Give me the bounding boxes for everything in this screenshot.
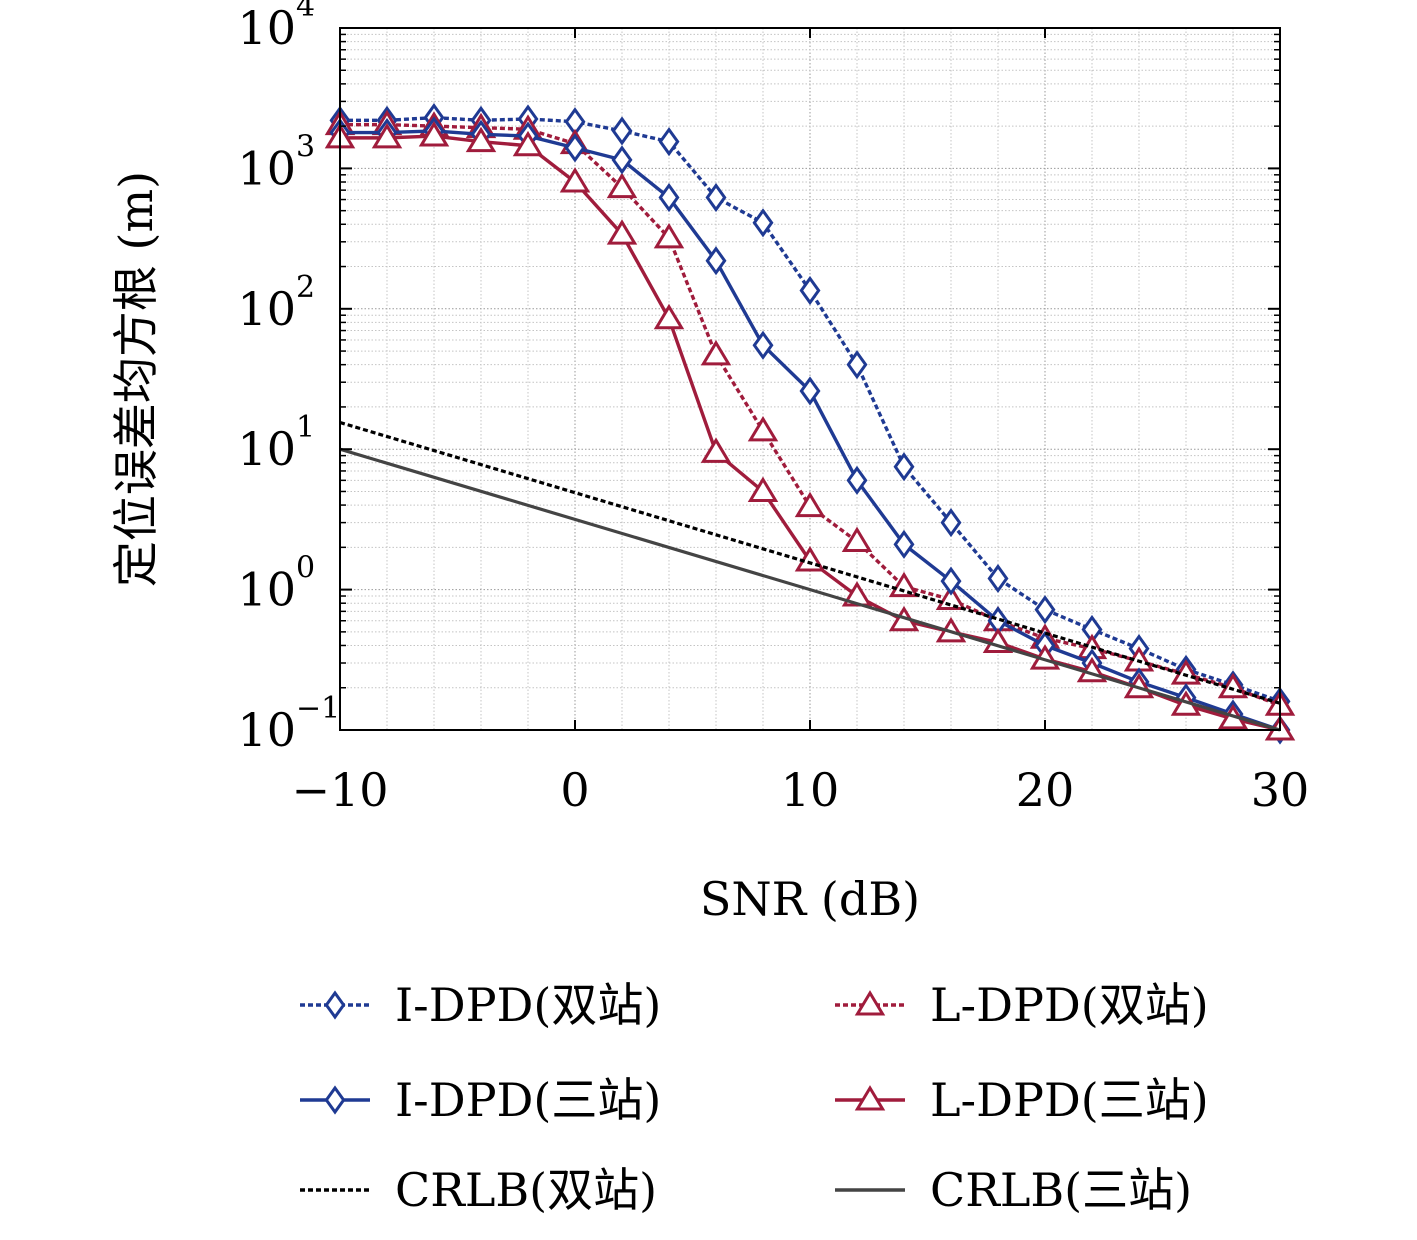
legend-marker	[854, 1085, 886, 1111]
y-tick-label: 10	[237, 703, 296, 757]
series-point	[611, 145, 633, 175]
legend-marker	[324, 1085, 346, 1115]
series-point	[747, 415, 779, 442]
series-point	[700, 339, 732, 366]
legend-entry: I-DPD(三站)	[300, 1073, 661, 1127]
series-point	[846, 465, 868, 495]
x-axis-title: SNR (dB)	[700, 872, 920, 926]
series-point	[559, 167, 591, 193]
legend-label: I-DPD(双站)	[395, 978, 661, 1032]
series-5	[339, 447, 1281, 732]
y-tick-label: 10	[237, 141, 296, 195]
series-line	[339, 447, 1281, 732]
y-tick-label: 10	[237, 1, 296, 55]
series-point	[606, 172, 638, 199]
series-point	[888, 571, 920, 598]
series-point	[794, 491, 826, 518]
series-point	[653, 222, 685, 249]
series-point	[799, 275, 821, 306]
y-axis-title: 定位误差均方根 (m)	[109, 171, 163, 587]
series-point	[752, 208, 774, 238]
legend-entry: CRLB(双站)	[300, 1163, 657, 1217]
series-point	[700, 437, 732, 463]
series-point	[799, 376, 821, 406]
y-tick-label: 10	[237, 563, 296, 617]
y-tick-label: 10	[237, 282, 296, 336]
y-tick-exponent: 2	[296, 270, 315, 305]
legend-marker	[324, 990, 346, 1020]
series-point	[935, 584, 967, 611]
series-point	[512, 130, 544, 157]
legend: I-DPD(双站) L-DPD(双站) I-DPD(三站) L-DPD(三站) CRLB…	[300, 978, 1209, 1217]
series-point	[752, 330, 774, 360]
series-2	[329, 116, 1291, 745]
series-point	[606, 219, 638, 245]
x-tick-label: 0	[560, 763, 589, 817]
series-line	[339, 420, 1281, 705]
series-point	[658, 182, 680, 213]
legend-label: CRLB(双站)	[395, 1163, 657, 1217]
series-point	[893, 529, 915, 559]
series-point	[705, 182, 727, 213]
series-layer	[324, 103, 1296, 745]
series-point	[846, 350, 868, 380]
series-point	[1034, 595, 1056, 625]
series-point	[841, 526, 873, 553]
series-point	[987, 563, 1009, 594]
series-point	[893, 452, 915, 482]
y-tick-exponent: −1	[296, 691, 340, 726]
legend-marker	[854, 990, 886, 1016]
series-point	[747, 476, 779, 502]
legend-entry: CRLB(三站)	[835, 1163, 1192, 1217]
series-point	[564, 133, 586, 163]
series-point	[653, 303, 685, 330]
series-point	[940, 566, 962, 596]
legend-label: L-DPD(三站)	[930, 1073, 1209, 1127]
y-tick-exponent: 3	[296, 129, 315, 164]
series-point	[465, 126, 497, 153]
legend-entry: L-DPD(双站)	[835, 978, 1209, 1032]
series-point	[658, 127, 680, 157]
legend-label: CRLB(三站)	[930, 1163, 1192, 1217]
x-tick-label: 20	[1016, 763, 1075, 817]
legend-entry: I-DPD(双站)	[300, 978, 661, 1032]
series-4	[339, 420, 1281, 705]
y-tick-exponent: 1	[296, 410, 315, 445]
series-point	[371, 122, 403, 149]
series-point	[705, 246, 727, 276]
series-point	[940, 508, 962, 538]
series-point	[611, 116, 633, 146]
legend-label: I-DPD(三站)	[395, 1073, 661, 1127]
x-tick-label: −10	[291, 763, 388, 817]
legend-label: L-DPD(双站)	[930, 978, 1209, 1032]
series-point	[418, 121, 450, 147]
x-tick-label: 10	[781, 763, 840, 817]
legend-entry: L-DPD(三站)	[835, 1073, 1209, 1127]
y-tick-label: 10	[237, 422, 296, 476]
y-tick-exponent: 4	[296, 0, 315, 24]
y-tick-exponent: 0	[296, 551, 315, 586]
x-tick-label: 30	[1251, 763, 1310, 817]
